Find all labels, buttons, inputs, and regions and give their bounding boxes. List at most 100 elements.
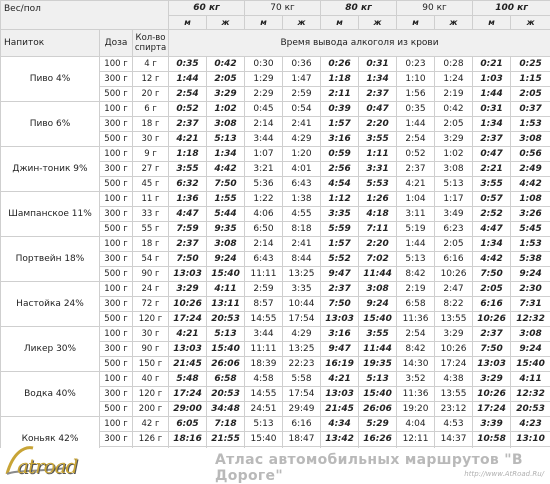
drink-name: Пиво 6%	[1, 102, 100, 147]
time-cell: 2:05	[435, 117, 473, 132]
time-cell: 1:36	[169, 192, 207, 207]
time-cell: 16:19	[321, 357, 359, 372]
time-cell: 1:34	[473, 237, 511, 252]
time-cell: 1:26	[359, 192, 397, 207]
spirit-cell: 33 г	[133, 207, 169, 222]
atroad-logo: atroad	[3, 444, 73, 480]
sex-header-cell: м	[473, 16, 511, 30]
time-cell: 4:01	[283, 162, 321, 177]
time-cell: 0:31	[473, 102, 511, 117]
time-cell: 4:21	[169, 327, 207, 342]
time-cell: 11:11	[245, 342, 283, 357]
time-cell: 13:03	[169, 342, 207, 357]
dose-cell: 100 г	[100, 417, 133, 432]
time-cell: 4:55	[283, 207, 321, 222]
time-cell: 1:57	[321, 117, 359, 132]
time-cell: 6:58	[397, 297, 435, 312]
time-cell: 9:24	[207, 252, 245, 267]
spirit-cell: 200 г	[133, 402, 169, 417]
time-cell: 5:45	[511, 222, 550, 237]
time-cell: 5:19	[397, 222, 435, 237]
time-cell: 11:36	[397, 312, 435, 327]
time-cell: 18:16	[169, 432, 207, 447]
time-cell: 21:55	[207, 432, 245, 447]
time-cell: 1:34	[359, 72, 397, 87]
time-cell: 6:58	[207, 372, 245, 387]
time-cell: 3:21	[245, 162, 283, 177]
alcohol-elimination-table: Вес/пол 60 кг 70 кг 80 кг 90 кг 100 кг м…	[0, 0, 550, 462]
footer-url[interactable]: http://www.AtRoad.Ru/	[464, 470, 544, 478]
time-cell: 15:40	[359, 387, 397, 402]
time-cell: 3:44	[245, 327, 283, 342]
dose-cell: 100 г	[100, 192, 133, 207]
time-cell: 5:59	[321, 222, 359, 237]
dose-cell: 300 г	[100, 117, 133, 132]
time-cell: 2:59	[245, 282, 283, 297]
dose-cell: 500 г	[100, 177, 133, 192]
spirit-cell: 18 г	[133, 237, 169, 252]
dose-cell: 500 г	[100, 312, 133, 327]
time-cell: 13:10	[511, 432, 550, 447]
time-cell: 1:22	[245, 192, 283, 207]
time-cell: 3:08	[511, 327, 550, 342]
time-cell: 2:37	[473, 327, 511, 342]
time-cell: 2:41	[283, 237, 321, 252]
time-header: Время вывода алкоголя из крови	[169, 30, 550, 57]
time-cell: 3:08	[511, 132, 550, 147]
time-cell: 13:03	[473, 357, 511, 372]
spirit-cell: 126 г	[133, 432, 169, 447]
time-cell: 11:44	[359, 342, 397, 357]
time-cell: 6:32	[169, 177, 207, 192]
time-cell: 4:47	[169, 207, 207, 222]
time-cell: 3:49	[435, 207, 473, 222]
sex-header-cell: ж	[207, 16, 245, 30]
spirit-cell: 11 г	[133, 192, 169, 207]
spirit-cell: 90 г	[133, 342, 169, 357]
time-cell: 9:47	[321, 342, 359, 357]
time-cell: 10:58	[473, 432, 511, 447]
time-cell: 7:50	[207, 177, 245, 192]
time-cell: 4:53	[435, 417, 473, 432]
time-cell: 3:44	[245, 132, 283, 147]
time-cell: 2:52	[473, 207, 511, 222]
time-cell: 4:06	[245, 207, 283, 222]
time-cell: 4:11	[207, 282, 245, 297]
time-cell: 7:11	[359, 222, 397, 237]
time-cell: 2:54	[169, 87, 207, 102]
time-cell: 0:31	[359, 57, 397, 72]
time-cell: 1:34	[207, 147, 245, 162]
spirit-cell: 6 г	[133, 102, 169, 117]
time-cell: 0:42	[207, 57, 245, 72]
time-cell: 4:34	[321, 417, 359, 432]
time-cell: 5:52	[321, 252, 359, 267]
time-cell: 13:55	[435, 312, 473, 327]
time-cell: 4:18	[359, 207, 397, 222]
time-cell: 2:54	[397, 132, 435, 147]
time-cell: 15:40	[359, 312, 397, 327]
time-cell: 29:00	[169, 402, 207, 417]
time-cell: 7:31	[511, 297, 550, 312]
logo-text: atroad	[17, 454, 77, 478]
time-cell: 7:02	[359, 252, 397, 267]
time-cell: 0:47	[473, 147, 511, 162]
spirit-cell: 55 г	[133, 222, 169, 237]
time-cell: 3:35	[283, 282, 321, 297]
sex-header-cell: ж	[511, 16, 550, 30]
drink-name: Джин-тоник 9%	[1, 147, 100, 192]
time-cell: 2:49	[511, 162, 550, 177]
spirit-cell: 27 г	[133, 162, 169, 177]
time-cell: 1:04	[397, 192, 435, 207]
time-cell: 3:35	[321, 207, 359, 222]
time-cell: 13:25	[283, 342, 321, 357]
time-cell: 1:44	[397, 237, 435, 252]
time-cell: 3:55	[359, 327, 397, 342]
time-cell: 20:53	[207, 387, 245, 402]
dose-cell: 500 г	[100, 87, 133, 102]
time-cell: 17:24	[435, 357, 473, 372]
time-cell: 8:18	[283, 222, 321, 237]
dose-cell: 300 г	[100, 162, 133, 177]
time-cell: 2:05	[435, 237, 473, 252]
time-cell: 0:47	[359, 102, 397, 117]
time-cell: 2:20	[359, 117, 397, 132]
time-cell: 1:47	[283, 72, 321, 87]
